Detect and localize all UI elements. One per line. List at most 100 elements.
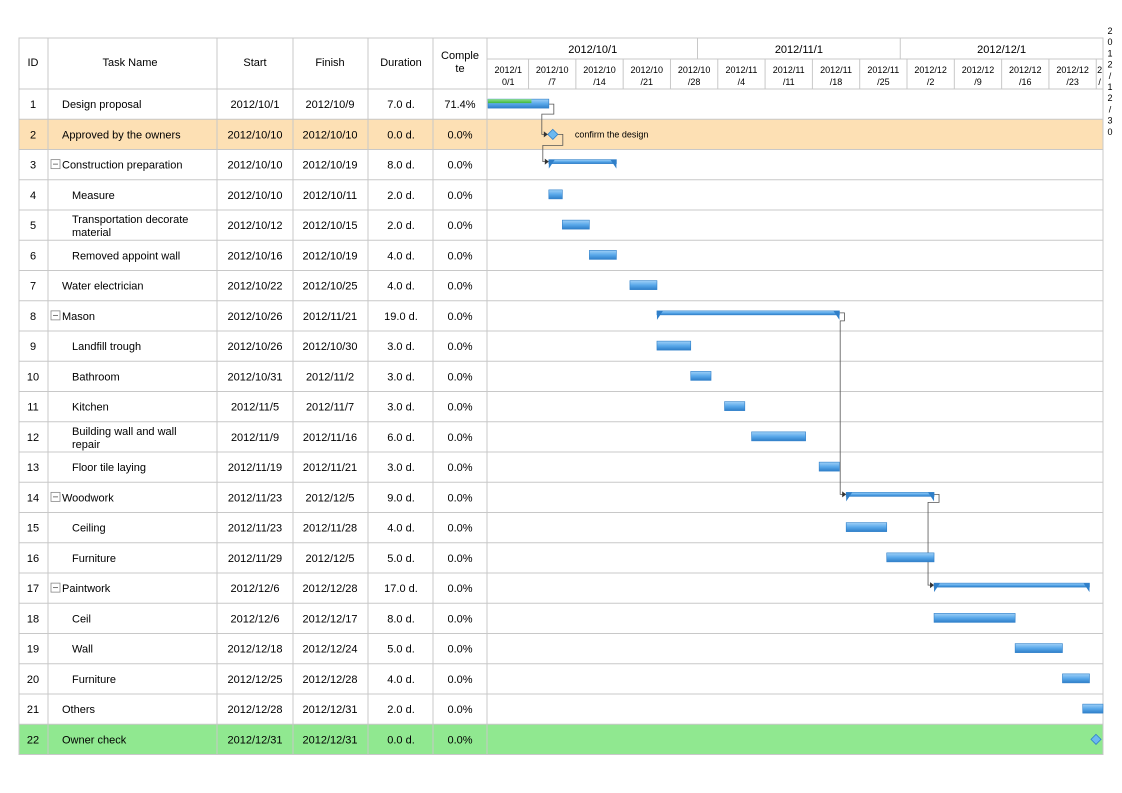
- cell-start: 2012/12/6: [231, 583, 280, 595]
- edge-date-char: 2: [1107, 93, 1112, 103]
- cell-task-name: Kitchen: [72, 402, 109, 414]
- edge-date-char: /: [1109, 71, 1112, 81]
- cell-task-name: Mason: [62, 311, 95, 323]
- cell-finish: 2012/12/5: [306, 492, 355, 504]
- week-label: /18: [830, 77, 843, 87]
- cell-duration: 3.0 d.: [387, 402, 415, 414]
- cell-id: 5: [30, 220, 36, 232]
- week-label: /: [1098, 77, 1101, 87]
- cell-finish: 2012/11/7: [306, 402, 354, 414]
- month-label: 2012/12/1: [977, 44, 1026, 56]
- week-label: /16: [1019, 77, 1032, 87]
- cell-task-name: Design proposal: [62, 99, 142, 111]
- cell-start: 2012/10/16: [227, 250, 282, 262]
- cell-start: 2012/11/29: [228, 553, 282, 565]
- cell-complete: 0.0%: [447, 250, 472, 262]
- cell-duration: 19.0 d.: [384, 311, 418, 323]
- cell-complete: 0.0%: [447, 492, 472, 504]
- cell-id: 18: [27, 613, 39, 625]
- cell-duration: 5.0 d.: [387, 553, 415, 565]
- cell-complete: 0.0%: [447, 190, 472, 202]
- edge-date-char: 2: [1107, 60, 1112, 70]
- cell-duration: 6.0 d.: [387, 432, 415, 444]
- cell-finish: 2012/12/28: [302, 583, 357, 595]
- cell-task-name: Construction preparation: [62, 160, 182, 172]
- progress-bar: [488, 99, 532, 104]
- cell-id: 9: [30, 341, 36, 353]
- cell-start: 2012/12/25: [227, 674, 282, 686]
- cell-complete: 0.0%: [447, 311, 472, 323]
- milestone-label: confirm the design: [575, 129, 649, 139]
- dependency-link: [839, 312, 847, 495]
- edge-date-char: 1: [1107, 82, 1112, 92]
- cell-task-name: Approved by the owners: [62, 129, 181, 141]
- week-label: 2012/12: [914, 65, 947, 75]
- cell-duration: 0.0 d.: [387, 734, 415, 746]
- cell-finish: 2012/12/28: [302, 674, 357, 686]
- task-rows: 1 Design proposal 2012/10/1 2012/10/9 7.0 d.…: [27, 99, 476, 746]
- cell-duration: 3.0 d.: [387, 462, 415, 474]
- week-label: 2012/10: [583, 65, 616, 75]
- cell-task-name: Furniture: [72, 553, 116, 565]
- cell-complete: 0.0%: [447, 432, 472, 444]
- cell-task-name: Measure: [72, 190, 115, 202]
- cell-duration: 7.0 d.: [387, 99, 415, 111]
- cell-start: 2012/10/31: [227, 371, 282, 383]
- timescale: 2012/10/1 2012/11/1 2012/12/12012/10/12012…: [495, 38, 1102, 89]
- week-label: 2012/10: [536, 65, 569, 75]
- header-start: Start: [243, 57, 266, 69]
- summary-bar: [548, 159, 617, 164]
- task-bar: [1014, 643, 1063, 653]
- dependency-links: [541, 103, 940, 589]
- dependency-link: [927, 493, 940, 586]
- grid-border: [18, 37, 1104, 755]
- summary-bar-cap: [934, 583, 941, 593]
- cell-complete: 0.0%: [447, 341, 472, 353]
- cell-start: 2012/10/10: [227, 190, 282, 202]
- month-label: 2012/10/1: [568, 44, 617, 56]
- cell-start: 2012/11/23: [228, 523, 282, 535]
- cell-duration: 4.0 d.: [387, 250, 415, 262]
- cell-finish: 2012/10/19: [302, 250, 357, 262]
- table-header: ID Task Name Start Finish Duration Compl…: [28, 50, 479, 75]
- cell-task-name: Woodwork: [62, 492, 114, 504]
- task-bar: [1082, 703, 1104, 714]
- week-label: /25: [877, 77, 890, 87]
- task-bar: [933, 613, 1016, 623]
- cell-finish: 2012/10/15: [302, 220, 357, 232]
- cell-id: 16: [27, 553, 39, 565]
- header-finish: Finish: [315, 57, 344, 69]
- cell-task-name: Furniture: [72, 674, 116, 686]
- month-label: 2012/11/1: [775, 44, 823, 56]
- cell-task-name: Ceiling: [72, 523, 106, 535]
- cell-start: 2012/10/10: [227, 160, 282, 172]
- cell-id: 15: [27, 523, 39, 535]
- cell-task-name: Landfill trough: [72, 341, 141, 353]
- cell-start: 2012/10/26: [227, 311, 282, 323]
- week-label: /11: [783, 77, 795, 87]
- cell-duration: 0.0 d.: [387, 129, 415, 141]
- cell-complete: 0.0%: [447, 402, 472, 414]
- week-label: /4: [738, 77, 746, 87]
- summary-bar-cap: [610, 159, 617, 169]
- edge-date-char: 3: [1107, 116, 1112, 126]
- summary-bar-cap: [548, 159, 555, 169]
- cell-duration: 17.0 d.: [384, 583, 418, 595]
- cell-duration: 2.0 d.: [387, 220, 415, 232]
- cell-duration: 4.0 d.: [387, 523, 415, 535]
- cell-id: 7: [30, 281, 36, 293]
- cell-id: 20: [27, 674, 39, 686]
- summary-bar: [933, 582, 1090, 588]
- cell-start: 2012/11/19: [228, 462, 282, 474]
- summary-bar: [845, 492, 935, 497]
- cell-id: 6: [30, 250, 36, 262]
- cell-start: 2012/10/1: [231, 99, 280, 111]
- task-bar: [589, 250, 617, 260]
- task-bar: [724, 401, 746, 411]
- cell-finish: 2012/11/21: [303, 462, 357, 474]
- cell-duration: 2.0 d.: [387, 190, 415, 202]
- cell-id: 8: [30, 311, 36, 323]
- task-bar: [886, 552, 935, 563]
- milestone-marker: [1090, 733, 1102, 745]
- task-bar: [690, 371, 712, 381]
